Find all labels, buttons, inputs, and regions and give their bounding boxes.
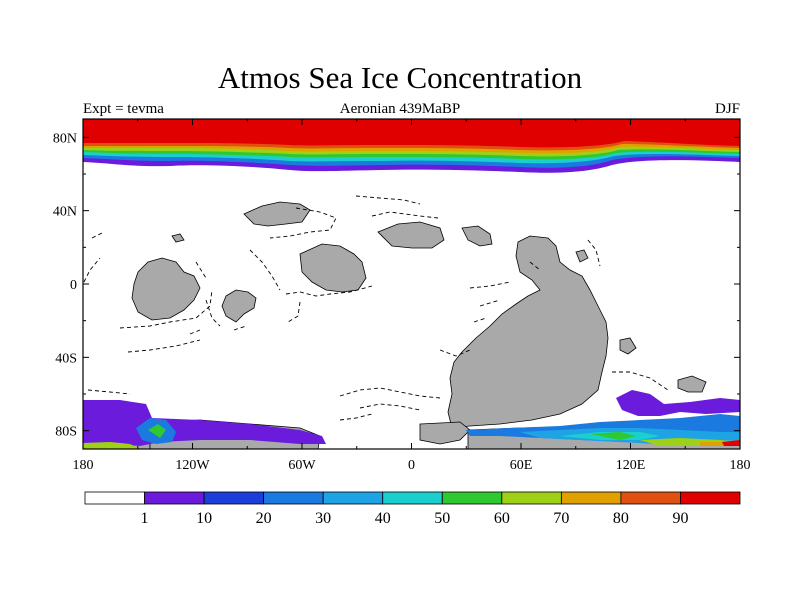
colorbar: 1 10 20 30 40 50 60 70 80 90 [84, 491, 741, 527]
y-axis: 80N 40N 0 40S 80S [53, 131, 740, 440]
colorbar-swatch [203, 491, 265, 505]
map-title: Atmos Sea Ice Concentration [217, 60, 583, 95]
colorbar-label: 80 [613, 510, 629, 527]
colorbar-label: 50 [434, 510, 450, 527]
y-tick-label: 80S [55, 425, 77, 440]
colorbar-label: 20 [256, 510, 272, 527]
colorbar-swatch [680, 491, 741, 505]
colorbar-swatch [263, 491, 324, 505]
y-tick-label: 40N [53, 205, 77, 220]
x-tick-label: 60W [288, 458, 316, 473]
gondwana-continent [447, 235, 609, 429]
x-tick-label: 0 [408, 458, 415, 473]
map-field [83, 119, 740, 449]
x-tick-label: 60E [510, 458, 533, 473]
shelf-outlines [83, 195, 669, 421]
colorbar-label: 90 [672, 510, 688, 527]
x-tick-label: 180 [730, 458, 751, 473]
colorbar-label: 1 [141, 510, 149, 527]
south-ice-patches [83, 390, 740, 449]
laurentia [131, 257, 201, 321]
colorbar-label: 70 [553, 510, 569, 527]
north-ice-cap [83, 119, 740, 173]
x-tick-label: 120W [175, 458, 210, 473]
y-tick-label: 40S [55, 351, 77, 366]
x-axis: 180 120W 60W 0 60E 120E 180 [73, 119, 751, 473]
x-tick-label: 120E [616, 458, 646, 473]
colorbar-swatch [322, 491, 384, 505]
season-label: DJF [714, 101, 740, 117]
colorbar-swatch [441, 491, 503, 505]
colorbar-swatch [501, 491, 562, 505]
colorbar-swatch [382, 491, 443, 505]
y-tick-label: 0 [70, 278, 77, 293]
colorbar-label: 10 [196, 510, 212, 527]
experiment-label: Expt = tevma [83, 101, 164, 117]
colorbar-label: 40 [375, 510, 391, 527]
colorbar-swatch [84, 491, 145, 505]
colorbar-swatch [560, 491, 622, 505]
colorbar-swatch [144, 491, 205, 505]
colorbar-label: 30 [315, 510, 331, 527]
colorbar-label: 60 [494, 510, 510, 527]
y-tick-label: 80N [53, 131, 77, 146]
period-label: Aeronian 439MaBP [339, 101, 461, 117]
colorbar-swatch [620, 491, 681, 505]
x-tick-label: 180 [73, 458, 94, 473]
